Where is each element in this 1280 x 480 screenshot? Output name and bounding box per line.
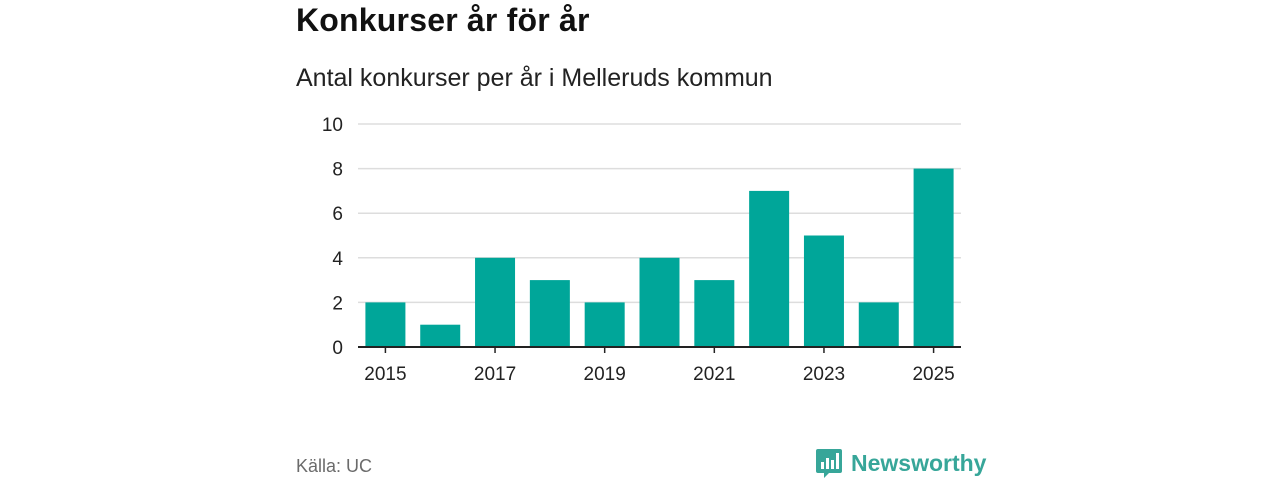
bar-2020 (639, 257, 680, 347)
y-tick-label: 8 (332, 160, 343, 181)
newsworthy-icon (816, 449, 842, 478)
bar-2016 (420, 324, 461, 347)
bar-2019 (584, 302, 625, 347)
y-tick-label: 6 (332, 204, 343, 225)
axes: 0 2 4 6 8 10 2015 2017 2019 2021 2023 2025 (322, 115, 961, 385)
bars (365, 168, 954, 347)
y-tick-label: 4 (332, 249, 343, 270)
bar-2023 (803, 235, 844, 347)
y-tick-label: 10 (322, 115, 343, 136)
source-note: Källa: UC (296, 456, 373, 476)
x-tick-label: 2023 (803, 364, 845, 385)
bar-2024 (858, 302, 899, 347)
chart-subtitle: Antal konkurser per år i Melleruds kommu… (296, 64, 773, 92)
bar-2022 (749, 190, 790, 347)
brand-name: Newsworthy (851, 449, 987, 476)
x-tick-label: 2017 (474, 364, 516, 385)
x-tick-label: 2025 (912, 364, 954, 385)
y-tick-label: 0 (332, 338, 343, 359)
bar-2025 (913, 168, 954, 347)
bar-2018 (529, 280, 570, 347)
newsworthy-logo[interactable]: Newsworthy (815, 447, 986, 479)
y-tick-label: 2 (332, 293, 343, 314)
chart-title: Konkurser år för år (296, 2, 590, 38)
bar-2017 (475, 257, 516, 347)
bar-2015 (365, 302, 406, 347)
x-tick-label: 2019 (584, 364, 626, 385)
bar-2021 (694, 280, 735, 347)
x-tick-label: 2021 (693, 364, 735, 385)
x-tick-label: 2015 (364, 364, 406, 385)
